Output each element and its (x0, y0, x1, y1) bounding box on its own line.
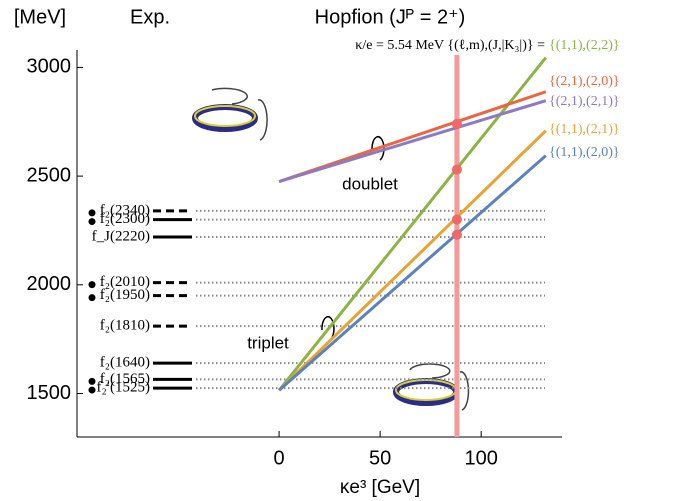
x-tick-label: 0 (274, 447, 285, 469)
level-label: f₂(2010) (100, 274, 150, 290)
cut-marker (451, 164, 462, 175)
hopfion-icon (192, 87, 268, 141)
series-line (278, 99, 547, 183)
x-axis-label: κe³ [GeV] (340, 477, 420, 498)
series-line (278, 129, 547, 392)
level-label: f₂(1950) (100, 287, 150, 303)
rotation-arrow (371, 135, 385, 161)
level-label: f₂′(1525) (97, 380, 151, 396)
series-line (278, 154, 547, 392)
y-tick-label: 2000 (27, 273, 72, 295)
level-label: f₂(2340) (100, 202, 150, 218)
level-label: f₂(1640) (100, 355, 150, 371)
level-label: f₂(2300) (100, 211, 150, 227)
y-tick-label: 1500 (27, 382, 72, 404)
cut-marker (451, 229, 462, 240)
y-tick-label: 2500 (27, 164, 72, 186)
x-tick-label: 100 (464, 447, 497, 469)
annotation: triplet (247, 333, 289, 352)
x-tick-label: 50 (369, 447, 391, 469)
annotation: doublet (342, 174, 398, 193)
level-bullet (88, 218, 96, 226)
level-label: f₂(1810) (100, 318, 150, 334)
legend-label: {(1,1),(2,0)} (549, 145, 620, 160)
level-bullet (88, 377, 96, 385)
level-bullet (88, 386, 96, 394)
level-bullet (88, 281, 96, 289)
legend-label: {(2,1),(2,1)} (549, 94, 620, 109)
y-axis-label: [MeV] (14, 6, 66, 28)
level-bullet (88, 294, 96, 302)
cut-marker (451, 118, 462, 129)
exp-label: Exp. (130, 6, 170, 28)
legend-label: {(1,1),(2,2)} (549, 38, 620, 53)
level-label: f₂(1565) (100, 371, 150, 387)
y-tick-label: 3000 (27, 56, 72, 78)
chart-title: Hopfion (Jᴾ = 2⁺) (315, 6, 466, 28)
series-line (277, 56, 548, 392)
level-bullet (88, 209, 96, 217)
level-label: f_J(2220) (92, 228, 150, 244)
legend-label: {(2,1),(2,0)} (549, 74, 620, 89)
cut-marker (451, 214, 462, 225)
rotation-arrow (321, 315, 335, 341)
legend-label: {(1,1),(2,1)} (549, 122, 620, 137)
subtitle: κ/e = 5.54 MeV {(ℓ,m),(J,|K₃|)} = (355, 38, 545, 53)
